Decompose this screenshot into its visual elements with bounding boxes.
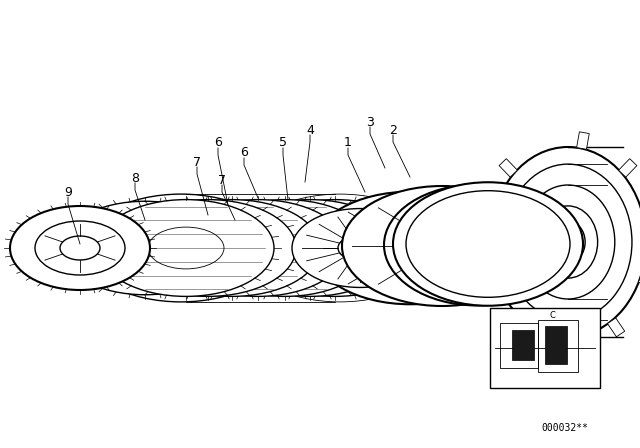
Ellipse shape — [197, 200, 373, 297]
Ellipse shape — [393, 182, 583, 306]
Ellipse shape — [297, 227, 373, 269]
Ellipse shape — [385, 233, 435, 263]
Ellipse shape — [144, 200, 320, 297]
Text: 3: 3 — [366, 116, 374, 129]
Bar — [500, 323, 538, 368]
Text: 5: 5 — [279, 137, 287, 150]
Text: 4: 4 — [306, 124, 314, 137]
Text: 6: 6 — [240, 146, 248, 159]
Text: 1: 1 — [344, 137, 352, 150]
Text: C: C — [549, 311, 555, 320]
Ellipse shape — [313, 192, 507, 304]
Ellipse shape — [194, 227, 270, 269]
Polygon shape — [563, 337, 573, 353]
Text: 9: 9 — [64, 185, 72, 198]
FancyBboxPatch shape — [490, 308, 600, 388]
Polygon shape — [479, 273, 497, 288]
Ellipse shape — [148, 227, 224, 269]
Ellipse shape — [220, 227, 296, 269]
Ellipse shape — [170, 227, 246, 269]
Polygon shape — [619, 159, 637, 177]
Ellipse shape — [338, 235, 382, 261]
Ellipse shape — [406, 191, 570, 297]
Polygon shape — [577, 132, 589, 149]
Ellipse shape — [222, 200, 398, 297]
Ellipse shape — [35, 221, 125, 275]
Ellipse shape — [60, 236, 100, 260]
Polygon shape — [475, 214, 493, 227]
Ellipse shape — [85, 215, 205, 281]
Ellipse shape — [551, 221, 585, 263]
Text: 7: 7 — [193, 155, 201, 168]
Bar — [512, 330, 534, 360]
Ellipse shape — [60, 201, 230, 295]
Text: 7: 7 — [218, 173, 226, 186]
Text: 6: 6 — [214, 137, 222, 150]
Polygon shape — [511, 318, 529, 337]
Ellipse shape — [412, 228, 472, 264]
Ellipse shape — [247, 200, 423, 297]
Bar — [538, 320, 578, 372]
Ellipse shape — [272, 227, 348, 269]
Ellipse shape — [342, 186, 542, 306]
Ellipse shape — [247, 227, 323, 269]
Polygon shape — [607, 318, 625, 337]
Ellipse shape — [10, 206, 150, 290]
Text: 2: 2 — [389, 124, 397, 137]
Ellipse shape — [98, 200, 274, 297]
Ellipse shape — [292, 209, 428, 288]
Text: 000032**: 000032** — [541, 423, 589, 433]
Bar — [545, 326, 567, 364]
Text: 8: 8 — [131, 172, 139, 185]
Polygon shape — [499, 159, 517, 177]
Polygon shape — [639, 273, 640, 288]
Ellipse shape — [490, 147, 640, 337]
Ellipse shape — [120, 200, 296, 297]
Ellipse shape — [170, 200, 346, 297]
